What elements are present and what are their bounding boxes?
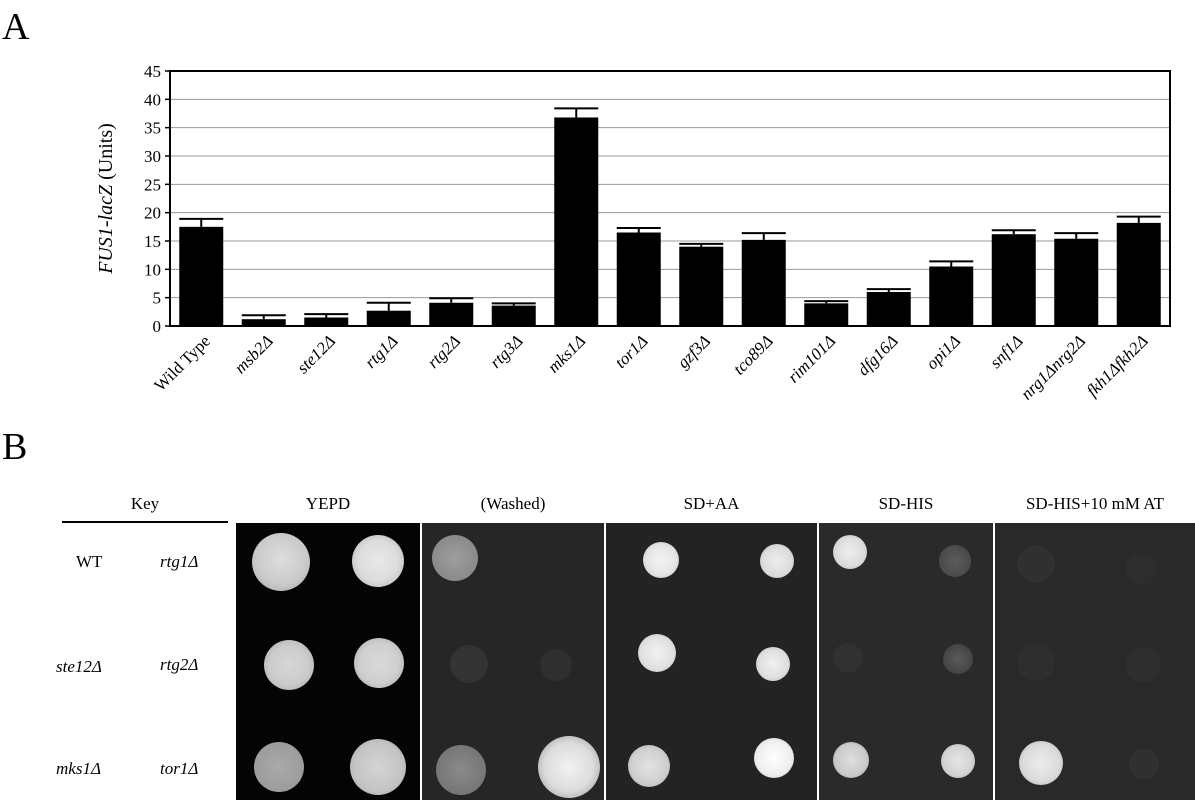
bar (491, 305, 536, 326)
bar (679, 246, 724, 326)
category-label: opi1Δ (922, 331, 964, 373)
category-label: nrg1Δnrg2Δ (1017, 331, 1089, 403)
colony-sdhis-tor1 (941, 744, 975, 778)
bar (929, 266, 974, 326)
plate-title-yepd: YEPD (305, 494, 351, 513)
panel-b-label: B (2, 426, 28, 468)
colony-washed-mks1 (436, 745, 486, 795)
key-rtg1-label: rtg1Δ (160, 552, 199, 571)
category-label: snf1Δ (986, 331, 1027, 372)
colony-yepd-mks1 (254, 742, 304, 792)
category-label: rtg3Δ (486, 331, 527, 372)
panel-a-label: A (2, 6, 30, 48)
bar (991, 234, 1036, 326)
plate-sd-his (819, 523, 993, 800)
colony-washed-ste12 (450, 645, 488, 683)
bar (366, 310, 411, 326)
category-label: ste12Δ (293, 331, 339, 377)
colony-sdhis-rtg1 (939, 545, 971, 577)
colony-sdaa-mks1 (628, 745, 670, 787)
colony-sdhis-wt (833, 535, 867, 569)
category-label: fkh1Δfkh2Δ (1083, 331, 1152, 400)
category-label: msb2Δ (231, 331, 277, 377)
bar (866, 292, 911, 326)
plate-title-sd-his-at: SD-HIS+10 mM AT (1025, 494, 1165, 513)
category-label: rtg2Δ (424, 331, 465, 372)
colony-yepd-tor1 (350, 739, 406, 795)
key-underline (62, 521, 228, 523)
plate-sd-his-at (995, 523, 1195, 800)
colony-sdhisat-rtg1 (1125, 553, 1157, 585)
colony-sdhisat-rtg2 (1125, 647, 1161, 683)
key-mks1-label: mks1Δ (56, 759, 101, 778)
category-label: mks1Δ (544, 331, 589, 376)
bar (1054, 238, 1099, 326)
category-label: tco89Δ (729, 331, 776, 378)
colony-washed-rtg2 (540, 649, 572, 681)
y-tick-label: 15 (144, 232, 161, 251)
bar-chart: 0 5 10 15 20 25 30 35 40 45 Wild Type msb2Δ ste12Δ rt… (95, 62, 1171, 403)
colony-sdhisat-tor1 (1129, 749, 1159, 779)
colony-sdaa-wt (643, 542, 679, 578)
colony-yepd-wt (252, 533, 310, 591)
colony-sdhisat-ste12 (1017, 643, 1055, 681)
y-tick-label: 35 (144, 119, 161, 138)
colony-yepd-rtg2 (354, 638, 404, 688)
colony-yepd-rtg1 (352, 535, 404, 587)
y-tick-label: 20 (144, 204, 161, 223)
category-label: rim101Δ (784, 331, 839, 386)
key-ste12-label: ste12Δ (56, 657, 102, 676)
bar (429, 302, 474, 326)
category-label: dfg16Δ (854, 331, 902, 379)
y-tick-label: 5 (153, 289, 162, 308)
plate-title-washed: (Washed) (480, 494, 546, 513)
y-tick-label: 0 (153, 317, 162, 336)
plot-frame (169, 70, 1171, 327)
plate-title-sd-his: SD-HIS (878, 494, 934, 513)
colony-sdhis-mks1 (833, 742, 869, 778)
key-title: Key (130, 494, 160, 513)
plate-yepd (236, 523, 420, 800)
category-label: Wild Type (150, 331, 214, 395)
y-tick-label: 10 (144, 260, 161, 279)
y-tick-label: 25 (144, 175, 161, 194)
colony-sdhis-rtg2 (943, 644, 973, 674)
bar (616, 232, 661, 326)
colony-sdhis-ste12 (833, 643, 863, 673)
category-label: gzf3Δ (674, 331, 715, 372)
key-wt-label: WT (76, 552, 103, 571)
colony-sdaa-rtg1 (760, 544, 794, 578)
colony-sdaa-rtg2 (756, 647, 790, 681)
y-tick-label: 45 (144, 62, 161, 81)
category-label: rtg1Δ (361, 331, 402, 372)
bar (804, 303, 849, 326)
y-tick-label: 30 (144, 147, 161, 166)
bar (1116, 222, 1161, 326)
colony-sdaa-ste12 (638, 634, 676, 672)
colony-washed-tor1 (538, 736, 600, 798)
bar (179, 226, 224, 326)
colony-sdhisat-mks1 (1019, 741, 1063, 785)
bar (741, 239, 786, 326)
colony-washed-wt (432, 535, 478, 581)
category-label: tor1Δ (611, 331, 652, 372)
y-tick-label: 40 (144, 90, 161, 109)
colony-yepd-ste12 (264, 640, 314, 690)
bar (241, 319, 286, 326)
bar (304, 317, 349, 326)
plate-sd-aa (606, 523, 817, 800)
plate-washed (422, 523, 604, 800)
colony-sdhisat-wt (1017, 545, 1055, 583)
bar (554, 117, 599, 326)
key-tor1-label: tor1Δ (160, 759, 199, 778)
y-axis-label: FUS1-lacZ (Units) (95, 123, 117, 275)
key-rtg2-label: rtg2Δ (160, 655, 199, 674)
plate-title-sd-aa: SD+AA (683, 494, 740, 513)
colony-sdaa-tor1 (754, 738, 794, 778)
